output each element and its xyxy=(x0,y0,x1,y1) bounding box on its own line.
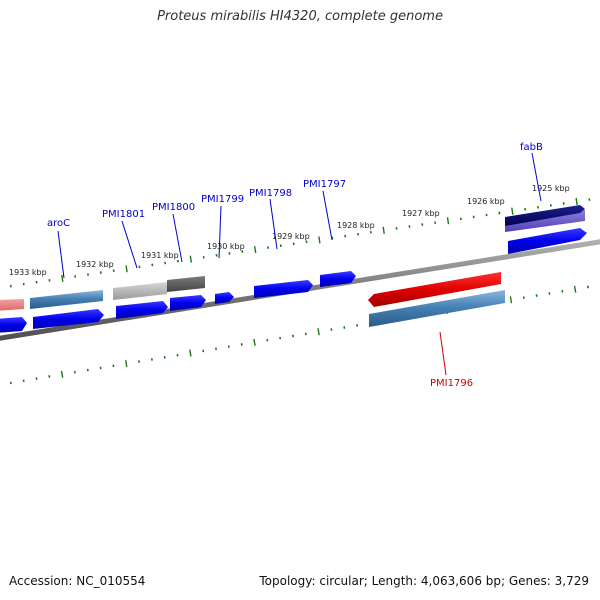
label-fabB[interactable]: fabB xyxy=(520,142,543,153)
cds-PMI1797[interactable] xyxy=(320,271,356,287)
accession-text: Accession: NC_010554 xyxy=(9,574,146,588)
cds-PMI1801[interactable] xyxy=(116,301,168,319)
ruler-forward-major-tick xyxy=(575,197,578,206)
cds-PMI1798[interactable] xyxy=(254,280,313,298)
cds-fabB-2[interactable] xyxy=(508,228,587,254)
ruler-label-1926: 1926 kbp xyxy=(467,197,505,206)
ruler-reverse-major-tick xyxy=(573,285,577,293)
label-PMI1800[interactable]: PMI1800 xyxy=(152,202,195,213)
ruler-forward-major-tick xyxy=(61,274,64,282)
cds-aroC[interactable] xyxy=(33,309,104,329)
ruler-reverse-major-tick xyxy=(317,328,320,336)
label-PMI1799[interactable]: PMI1799 xyxy=(201,194,244,205)
ruler-label-1930: 1930 kbp xyxy=(207,242,245,251)
gene-PMI1800[interactable] xyxy=(167,276,205,292)
label-PMI1796[interactable]: PMI1796 xyxy=(430,378,473,389)
ruler-label-1929: 1929 kbp xyxy=(272,232,310,241)
gene-PMI1801[interactable] xyxy=(113,282,167,300)
ruler-forward-major-tick xyxy=(189,255,193,263)
ruler-reverse-major-tick xyxy=(189,349,192,357)
cds-PMI1800[interactable] xyxy=(170,295,206,311)
label-PMI1801[interactable]: PMI1801 xyxy=(102,209,145,220)
gene-PMI1796[interactable] xyxy=(369,290,505,327)
ruler-label-1931: 1931 kbp xyxy=(141,251,179,260)
label-leader-PMI1796 xyxy=(439,331,447,376)
ruler-forward-major-tick xyxy=(511,207,514,215)
ruler-label-1933: 1933 kbp xyxy=(9,268,47,277)
gene-feature[interactable] xyxy=(0,299,24,311)
ruler-reverse-major-tick xyxy=(509,296,513,304)
ruler-label-1927: 1927 kbp xyxy=(402,209,440,218)
ruler-forward-major-tick xyxy=(318,236,321,244)
ruler-reverse-major-tick xyxy=(253,338,256,346)
cds-PMI1796[interactable] xyxy=(368,272,501,307)
label-PMI1797[interactable]: PMI1797 xyxy=(303,179,346,190)
label-PMI1798[interactable]: PMI1798 xyxy=(249,188,292,199)
cds-PMI1799[interactable] xyxy=(215,292,234,304)
cds-fabB[interactable] xyxy=(505,205,585,226)
ruler-labels: 1933 kbp 1932 kbp 1931 kbp 1930 kbp 1929… xyxy=(9,184,570,277)
label-leaders xyxy=(57,152,542,279)
ruler-reverse-major-tick xyxy=(60,370,64,378)
ruler-forward-major-tick xyxy=(125,265,128,273)
ruler-label-1928: 1928 kbp xyxy=(337,221,375,230)
cds-feature[interactable] xyxy=(0,317,27,333)
ruler-label-1932: 1932 kbp xyxy=(76,260,114,269)
genome-summary-text: Topology: circular; Length: 4,063,606 bp… xyxy=(259,574,589,588)
gene-aroC[interactable] xyxy=(30,290,103,309)
map-title: Proteus mirabilis HI4320, complete genom… xyxy=(157,9,443,24)
ruler-reverse-major-tick xyxy=(125,360,128,368)
ruler-forward-major-tick xyxy=(446,217,450,225)
ruler-label-1925: 1925 kbp xyxy=(532,184,570,193)
ruler-forward xyxy=(9,197,591,288)
ruler-forward-major-tick xyxy=(382,226,385,234)
ruler-forward-major-tick xyxy=(253,245,257,254)
label-aroC[interactable]: aroC xyxy=(47,218,70,229)
